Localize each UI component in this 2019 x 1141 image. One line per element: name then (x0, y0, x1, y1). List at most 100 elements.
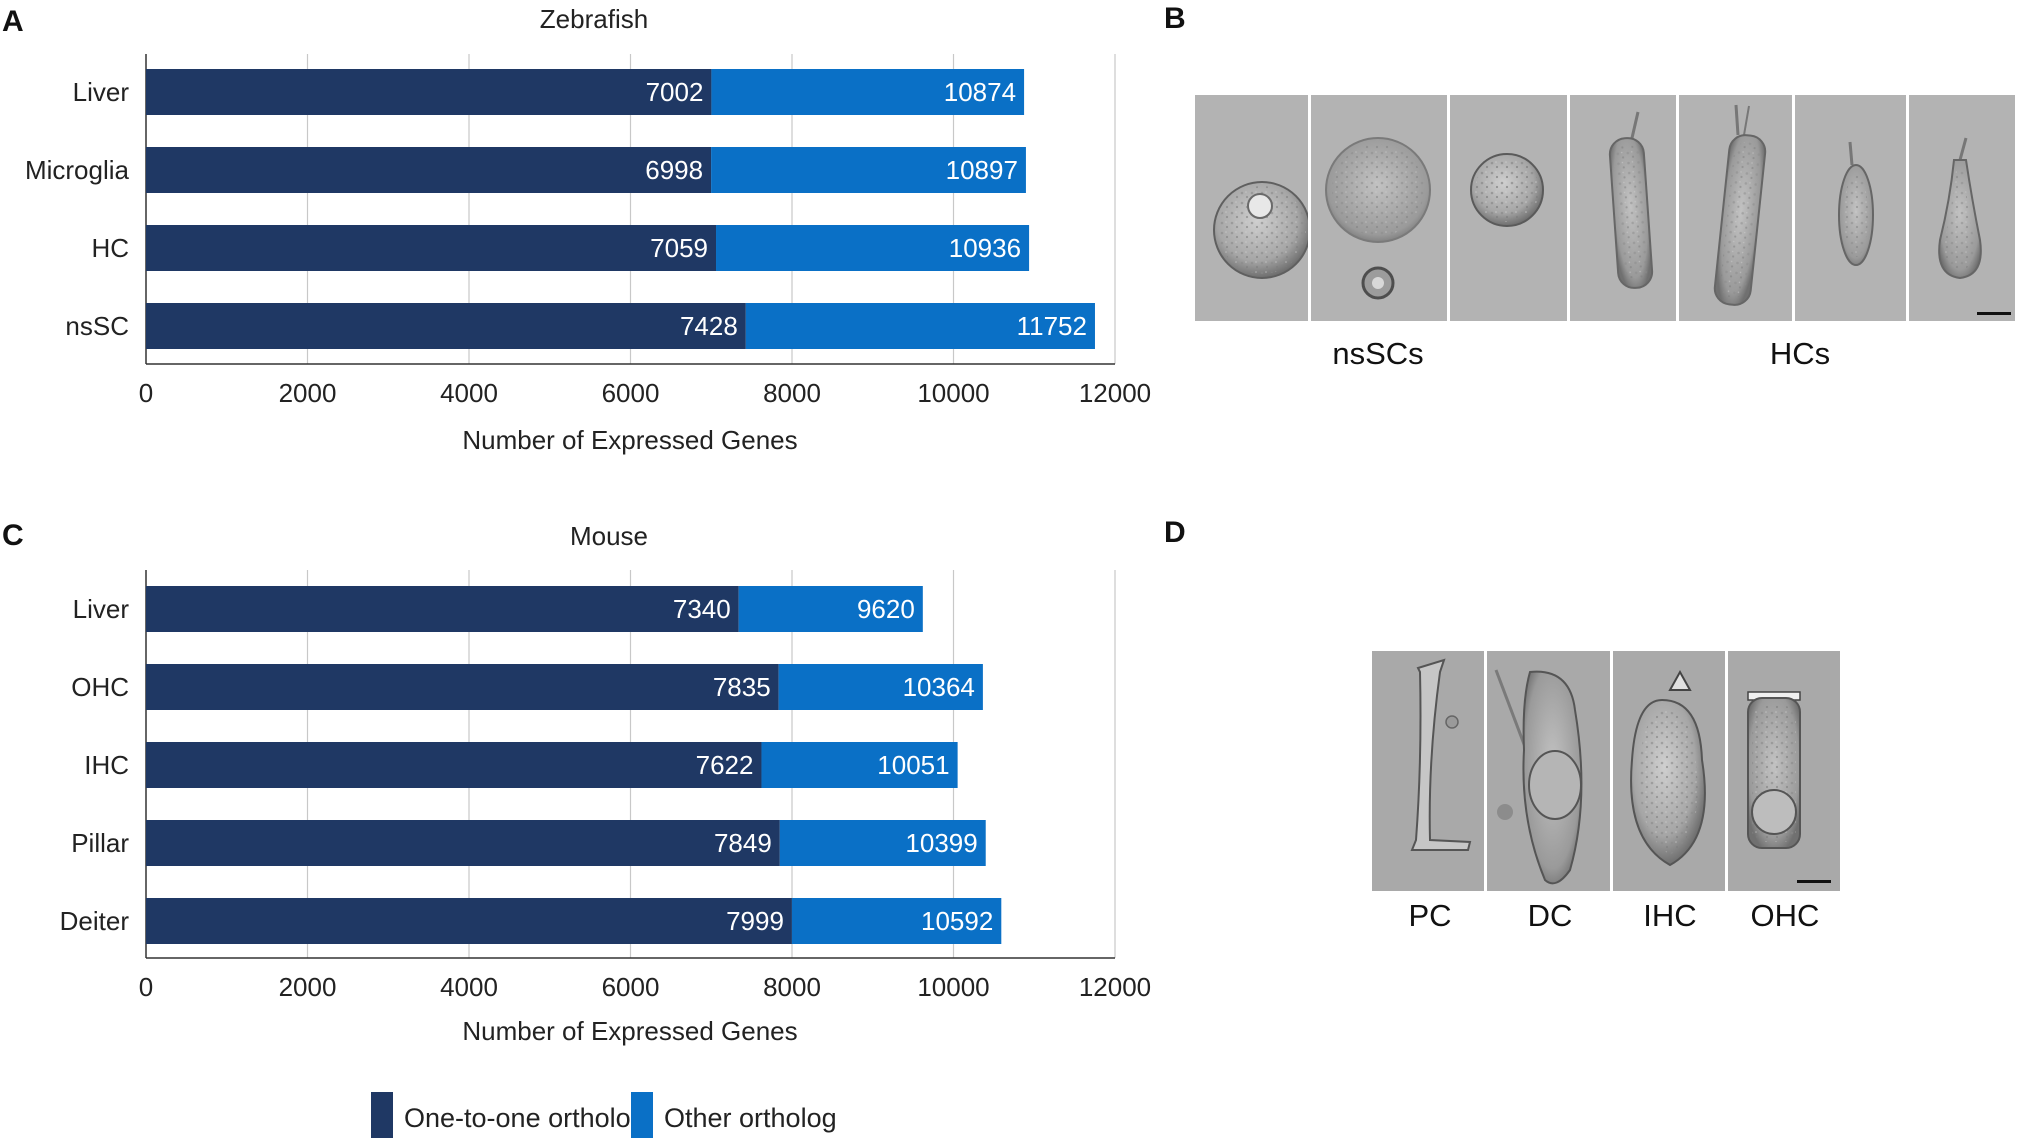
image-divider (1676, 95, 1679, 321)
nssc-cell-image (1470, 153, 1544, 227)
micrograph-label-pc: PC (1408, 898, 1451, 933)
ohc-cell-image (1747, 691, 1801, 849)
bar-one-to-one (146, 225, 717, 271)
category-label: Liver (73, 594, 130, 624)
micrograph-label-ihc: IHC (1643, 898, 1696, 933)
bar-other (778, 664, 983, 710)
x-tick-label: 6000 (602, 972, 660, 1002)
data-label-other: 10592 (921, 906, 993, 936)
x-tick-label: 6000 (602, 378, 660, 408)
micrograph-label-hcs: HCs (1770, 336, 1830, 371)
category-labels: Liver OHC IHC Pillar Deiter (60, 594, 130, 936)
data-label-one-to-one: 7999 (726, 906, 784, 936)
category-label: IHC (84, 750, 129, 780)
bar-other (791, 898, 1002, 944)
data-label-other: 10051 (877, 750, 949, 780)
x-tick-label: 12000 (1079, 972, 1151, 1002)
pc-cell-image (1410, 658, 1472, 851)
bar-one-to-one (146, 69, 712, 115)
bar-other (711, 69, 1025, 115)
data-label-one-to-one: 7849 (714, 828, 772, 858)
category-label: Microglia (25, 155, 130, 185)
image-divider (1610, 651, 1613, 891)
category-label: Pillar (71, 828, 129, 858)
category-labels: Liver Microglia HC nsSC (25, 77, 130, 341)
data-label-other: 10364 (903, 672, 975, 702)
chart-title: Zebrafish (540, 4, 648, 34)
image-divider (1308, 95, 1311, 321)
bar-other (745, 303, 1095, 349)
x-tick-label: 4000 (440, 972, 498, 1002)
scale-bar (1977, 312, 2011, 315)
bar-one-to-one (146, 586, 739, 632)
nssc-cell-image (1213, 181, 1311, 279)
image-divider (1792, 95, 1795, 321)
data-label-other: 10897 (946, 155, 1018, 185)
data-label-one-to-one: 7059 (650, 233, 708, 263)
data-label-other: 11752 (1017, 311, 1087, 341)
bar-other (711, 147, 1026, 193)
x-tick-label: 12000 (1079, 378, 1151, 408)
x-tick-label: 0 (139, 378, 153, 408)
dc-cell-image (1494, 669, 1583, 885)
zebrafish-chart: Zebrafish 7002 10874 6998 10897 7059 10936 742… (25, 4, 1151, 455)
panel-letter-c: C (2, 519, 24, 552)
x-tick-label: 8000 (763, 972, 821, 1002)
hc-cell-image (1938, 137, 1982, 280)
bar-one-to-one (146, 742, 762, 788)
data-label-one-to-one: 7340 (673, 594, 731, 624)
bar-other (738, 586, 923, 632)
mouse-chart: Mouse 7340 9620 7835 10364 7622 10051 7849 1039… (60, 521, 1152, 1046)
x-tick-label: 2000 (279, 378, 337, 408)
bar-one-to-one (146, 303, 746, 349)
x-tick-labels: 0 2000 4000 6000 8000 10000 12000 (139, 972, 1151, 1002)
data-label-other: 10936 (949, 233, 1021, 263)
micrograph-background (1195, 95, 2015, 321)
bar-other (716, 225, 1030, 271)
x-tick-label: 2000 (279, 972, 337, 1002)
x-tick-labels: 0 2000 4000 6000 8000 10000 12000 (139, 378, 1151, 408)
panel-letter-b: B (1164, 2, 1186, 35)
x-tick-label: 10000 (917, 972, 989, 1002)
data-label-other: 10399 (905, 828, 977, 858)
data-label-one-to-one: 6998 (645, 155, 703, 185)
image-divider (1567, 95, 1570, 321)
image-divider (1447, 95, 1450, 321)
hc-cell-image (1838, 141, 1874, 266)
nssc-cell-image (1325, 137, 1431, 300)
legend-label-other: Other ortholog (664, 1103, 837, 1133)
legend-swatch-one-to-one (371, 1092, 393, 1138)
x-tick-label: 0 (139, 972, 153, 1002)
data-label-one-to-one: 7622 (696, 750, 754, 780)
micrograph-strip-d: PC DC IHC OHC (1372, 651, 1840, 933)
micrograph-strip-b: nsSCs HCs (1195, 95, 2015, 371)
data-label-one-to-one: 7835 (713, 672, 771, 702)
category-label: nsSC (65, 311, 129, 341)
legend: One-to-one ortholog Other ortholog (371, 1092, 837, 1138)
bar-one-to-one (146, 664, 779, 710)
x-axis-title: Number of Expressed Genes (462, 1016, 797, 1046)
panel-letter-a: A (2, 5, 24, 38)
ihc-cell-image (1630, 669, 1706, 867)
data-label-other: 9620 (857, 594, 915, 624)
bar-one-to-one (146, 898, 792, 944)
x-tick-label: 8000 (763, 378, 821, 408)
category-label: Liver (73, 77, 130, 107)
category-label: Deiter (60, 906, 130, 936)
image-divider (1906, 95, 1909, 321)
image-divider (1484, 651, 1487, 891)
micrograph-label-ohc: OHC (1751, 898, 1820, 933)
data-label-one-to-one: 7428 (680, 311, 738, 341)
hc-cell-image (1608, 111, 1654, 289)
panel-letter-d: D (1164, 516, 1186, 549)
bar-one-to-one (146, 820, 780, 866)
data-label-other: 10874 (944, 77, 1016, 107)
legend-label-one-to-one: One-to-one ortholog (404, 1103, 646, 1133)
bars: 7002 10874 6998 10897 7059 10936 7428 11752 (146, 69, 1095, 349)
x-tick-label: 10000 (917, 378, 989, 408)
category-label: OHC (71, 672, 129, 702)
x-tick-label: 4000 (440, 378, 498, 408)
bar-other (761, 742, 958, 788)
data-label-one-to-one: 7002 (646, 77, 704, 107)
